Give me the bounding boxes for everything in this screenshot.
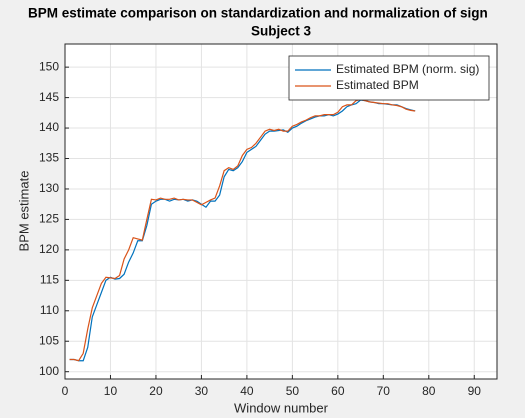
y-tick-label: 145 [39,90,59,104]
y-axis-label: BPM estimate [16,171,31,252]
legend-label: Estimated BPM [336,78,419,92]
x-tick-label: 70 [377,384,391,398]
x-tick-label: 90 [468,384,482,398]
x-tick-label: 40 [240,384,254,398]
y-tick-label: 110 [40,303,59,317]
y-tick-label: 125 [39,212,59,226]
y-tick-label: 120 [39,242,59,256]
x-axis-label: Window number [234,400,329,415]
chart-title: BPM estimate comparison on standardizati… [28,6,488,21]
x-tick-label: 0 [62,384,69,398]
y-tick-label: 135 [39,151,59,165]
y-tick-label: 150 [39,59,59,73]
x-tick-label: 50 [286,384,300,398]
y-tick-label: 140 [39,120,59,134]
x-tick-label: 10 [104,384,118,398]
y-tick-label: 105 [39,333,59,347]
chart-subtitle: Subject 3 [251,24,312,39]
y-tick-label: 130 [39,181,59,195]
x-tick-label: 80 [422,384,436,398]
axes-box [64,43,498,380]
y-tick-label: 100 [39,364,59,378]
x-tick-label: 30 [195,384,209,398]
legend-label: Estimated BPM (norm. sig) [336,62,479,76]
series-line [69,99,416,362]
y-tick-label: 115 [40,272,59,286]
x-tick-label: 20 [149,384,163,398]
x-tick-label: 60 [331,384,345,398]
legend-box [288,55,490,101]
